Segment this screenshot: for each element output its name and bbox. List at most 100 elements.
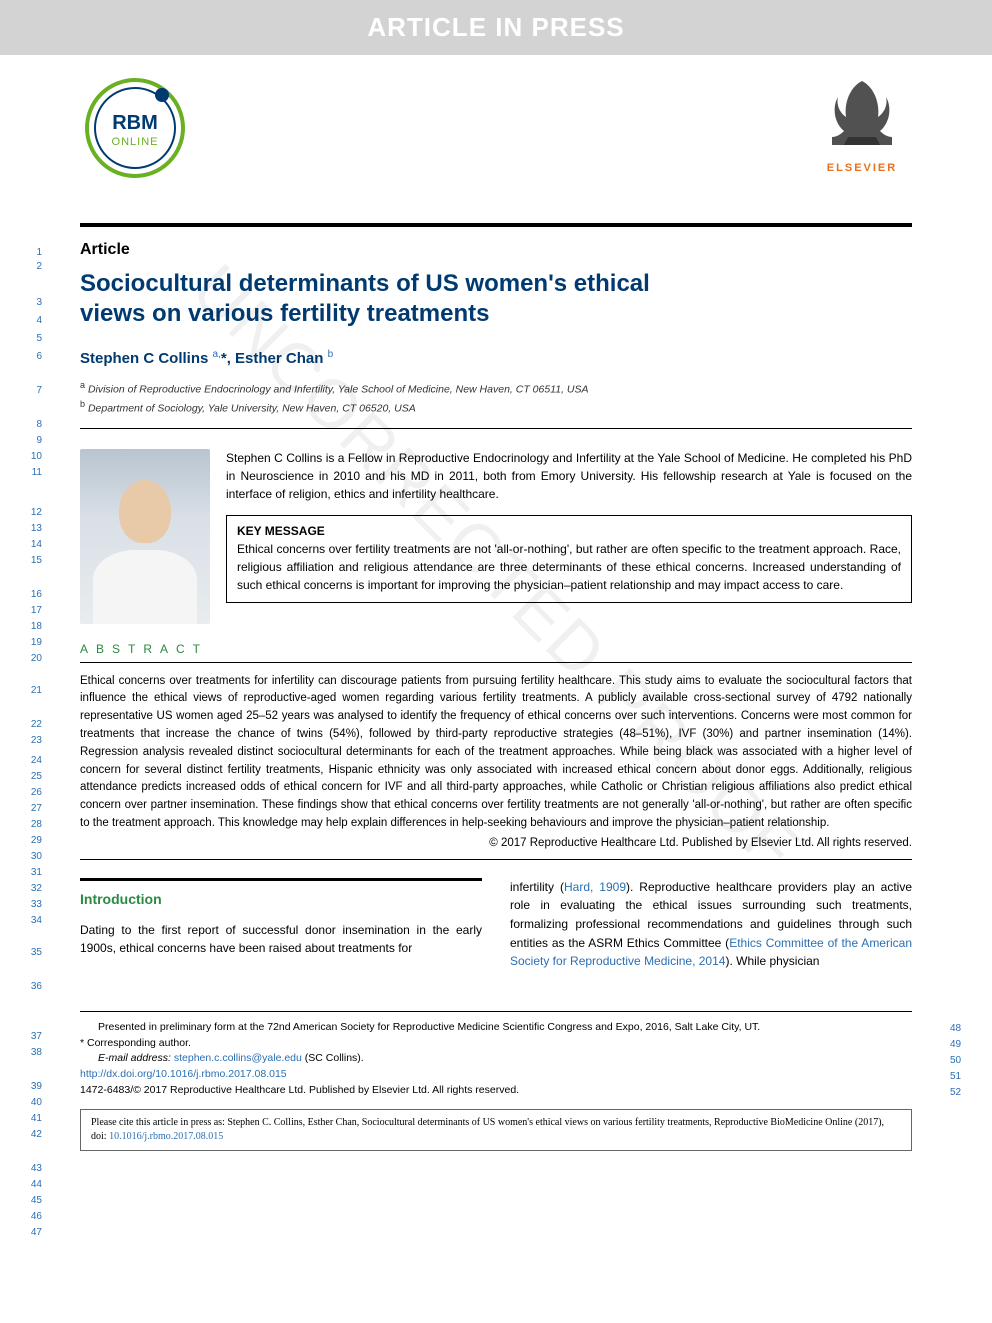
in-press-banner: ARTICLE IN PRESS bbox=[0, 0, 992, 55]
article-title: Sociocultural determinants of US women's… bbox=[80, 269, 720, 329]
line-number: 31 bbox=[31, 867, 42, 879]
svg-text:RBM: RBM bbox=[112, 112, 158, 134]
line-number: 39 bbox=[31, 1081, 42, 1093]
line-number: 40 bbox=[31, 1097, 42, 1109]
line-number: 51 bbox=[950, 1071, 961, 1083]
line-number: 48 bbox=[950, 1023, 961, 1035]
line-number: 41 bbox=[31, 1113, 42, 1125]
corresponding-email-link[interactable]: stephen.c.collins@yale.edu bbox=[174, 1052, 302, 1064]
line-number: 22 bbox=[31, 719, 42, 731]
line-number: 20 bbox=[31, 653, 42, 665]
line-number: 38 bbox=[31, 1047, 42, 1059]
line-number: 2 bbox=[36, 261, 42, 273]
line-number: 12 bbox=[31, 507, 42, 519]
footnote-corresponding: * Corresponding author. bbox=[80, 1036, 912, 1052]
line-number: 30 bbox=[31, 851, 42, 863]
line-number: 19 bbox=[31, 637, 42, 649]
issn-copyright-line: 1472-6483/© 2017 Reproductive Healthcare… bbox=[80, 1083, 912, 1099]
cite-doi-link[interactable]: 10.1016/j.rbmo.2017.08.015 bbox=[109, 1131, 223, 1142]
divider-thin-1 bbox=[80, 428, 912, 429]
intro-heading: Introduction bbox=[80, 889, 482, 911]
divider-thick bbox=[80, 223, 912, 227]
line-number: 3 bbox=[36, 297, 42, 309]
line-number: 10 bbox=[31, 451, 42, 463]
divider-thin-3 bbox=[80, 859, 912, 860]
footnote-email-line: E-mail address: stephen.c.collins@yale.e… bbox=[80, 1051, 912, 1067]
line-number: 32 bbox=[31, 883, 42, 895]
svg-text:ONLINE: ONLINE bbox=[112, 136, 159, 148]
line-number: 21 bbox=[31, 685, 42, 697]
author-1: Stephen C Collins bbox=[80, 350, 208, 367]
citation-hard-1909[interactable]: Hard, 1909 bbox=[564, 880, 626, 894]
line-number: 28 bbox=[31, 819, 42, 831]
line-number: 43 bbox=[31, 1163, 42, 1175]
line-number: 7 bbox=[36, 385, 42, 397]
line-number: 46 bbox=[31, 1211, 42, 1223]
line-number: 33 bbox=[31, 899, 42, 911]
line-number: 16 bbox=[31, 589, 42, 601]
affiliation-a: a Division of Reproductive Endocrinology… bbox=[80, 379, 912, 398]
body-col-1: Introduction Dating to the first report … bbox=[80, 878, 482, 971]
line-number: 29 bbox=[31, 835, 42, 847]
doi-link[interactable]: http://dx.doi.org/10.1016/j.rbmo.2017.08… bbox=[80, 1068, 287, 1080]
line-number: 6 bbox=[36, 351, 42, 363]
line-number: 37 bbox=[31, 1031, 42, 1043]
line-number: 11 bbox=[32, 467, 42, 479]
line-number: 18 bbox=[31, 621, 42, 633]
line-number: 4 bbox=[36, 315, 42, 327]
author-2-markers: b bbox=[328, 349, 334, 360]
line-number: 15 bbox=[31, 555, 42, 567]
email-suffix: (SC Collins). bbox=[305, 1052, 364, 1064]
abstract-body: Ethical concerns over treatments for inf… bbox=[80, 673, 912, 833]
line-number: 44 bbox=[31, 1179, 42, 1191]
line-number: 25 bbox=[31, 771, 42, 783]
body-columns: Introduction Dating to the first report … bbox=[80, 878, 912, 971]
key-message-box: KEY MESSAGE Ethical concerns over fertil… bbox=[226, 515, 912, 603]
key-message-label: KEY MESSAGE bbox=[237, 524, 901, 538]
elsevier-logo: ELSEVIER bbox=[812, 73, 912, 183]
line-number: 26 bbox=[31, 787, 42, 799]
line-number: 1 bbox=[36, 247, 42, 259]
line-number: 35 bbox=[31, 947, 42, 959]
page-content: UNCORRECTED PROOF 1234567891011121314151… bbox=[0, 55, 992, 1171]
author-bio-row: Stephen C Collins is a Fellow in Reprodu… bbox=[80, 449, 912, 624]
footnotes: Presented in preliminary form at the 72n… bbox=[80, 1011, 912, 1099]
line-number: 49 bbox=[950, 1039, 961, 1051]
author-1-markers: a, bbox=[213, 349, 221, 360]
elsevier-label: ELSEVIER bbox=[812, 162, 912, 174]
footnote-presented: Presented in preliminary form at the 72n… bbox=[80, 1020, 912, 1036]
line-number: 9 bbox=[36, 435, 42, 447]
intro-para-1: Dating to the first report of successful… bbox=[80, 921, 482, 958]
rbm-online-logo: RBM ONLINE bbox=[80, 73, 190, 183]
section-rule bbox=[80, 878, 482, 881]
line-number: 17 bbox=[31, 605, 42, 617]
author-2: Esther Chan bbox=[235, 350, 323, 367]
body-col-2: infertility (Hard, 1909). Reproductive h… bbox=[510, 878, 912, 971]
key-message-body: Ethical concerns over fertility treatmen… bbox=[237, 540, 901, 594]
author-bio-text: Stephen C Collins is a Fellow in Reprodu… bbox=[226, 449, 912, 503]
line-number: 27 bbox=[31, 803, 42, 815]
citation-box: Please cite this article in press as: St… bbox=[80, 1109, 912, 1151]
line-number: 5 bbox=[36, 333, 42, 345]
author-photo bbox=[80, 449, 210, 624]
line-number: 52 bbox=[950, 1087, 961, 1099]
line-number: 23 bbox=[31, 735, 42, 747]
line-number: 50 bbox=[950, 1055, 961, 1067]
line-number: 34 bbox=[31, 915, 42, 927]
line-number: 45 bbox=[31, 1195, 42, 1207]
intro-para-2: infertility (Hard, 1909). Reproductive h… bbox=[510, 878, 912, 971]
line-number: 13 bbox=[31, 523, 42, 535]
line-number: 42 bbox=[31, 1129, 42, 1141]
line-number: 36 bbox=[31, 981, 42, 993]
line-number: 47 bbox=[31, 1227, 42, 1239]
line-number: 24 bbox=[31, 755, 42, 767]
abstract-copyright: © 2017 Reproductive Healthcare Ltd. Publ… bbox=[80, 837, 912, 849]
divider-thin-2 bbox=[80, 662, 912, 663]
abstract-label: ABSTRACT bbox=[80, 642, 912, 656]
corresponding-marker: * bbox=[221, 350, 227, 367]
line-number: 14 bbox=[31, 539, 42, 551]
article-type-label: Article bbox=[80, 241, 912, 259]
affiliation-b: b Department of Sociology, Yale Universi… bbox=[80, 398, 912, 417]
logo-row: RBM ONLINE ELSEVIER bbox=[80, 73, 912, 183]
line-number: 8 bbox=[36, 419, 42, 431]
